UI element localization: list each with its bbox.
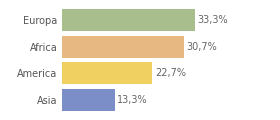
Bar [62, 9, 195, 31]
Text: 22,7%: 22,7% [155, 68, 186, 78]
Bar [62, 36, 185, 58]
Bar [62, 89, 115, 111]
Bar [62, 62, 152, 84]
Text: 13,3%: 13,3% [117, 95, 148, 105]
Text: 30,7%: 30,7% [187, 42, 218, 52]
Text: 33,3%: 33,3% [197, 15, 228, 25]
